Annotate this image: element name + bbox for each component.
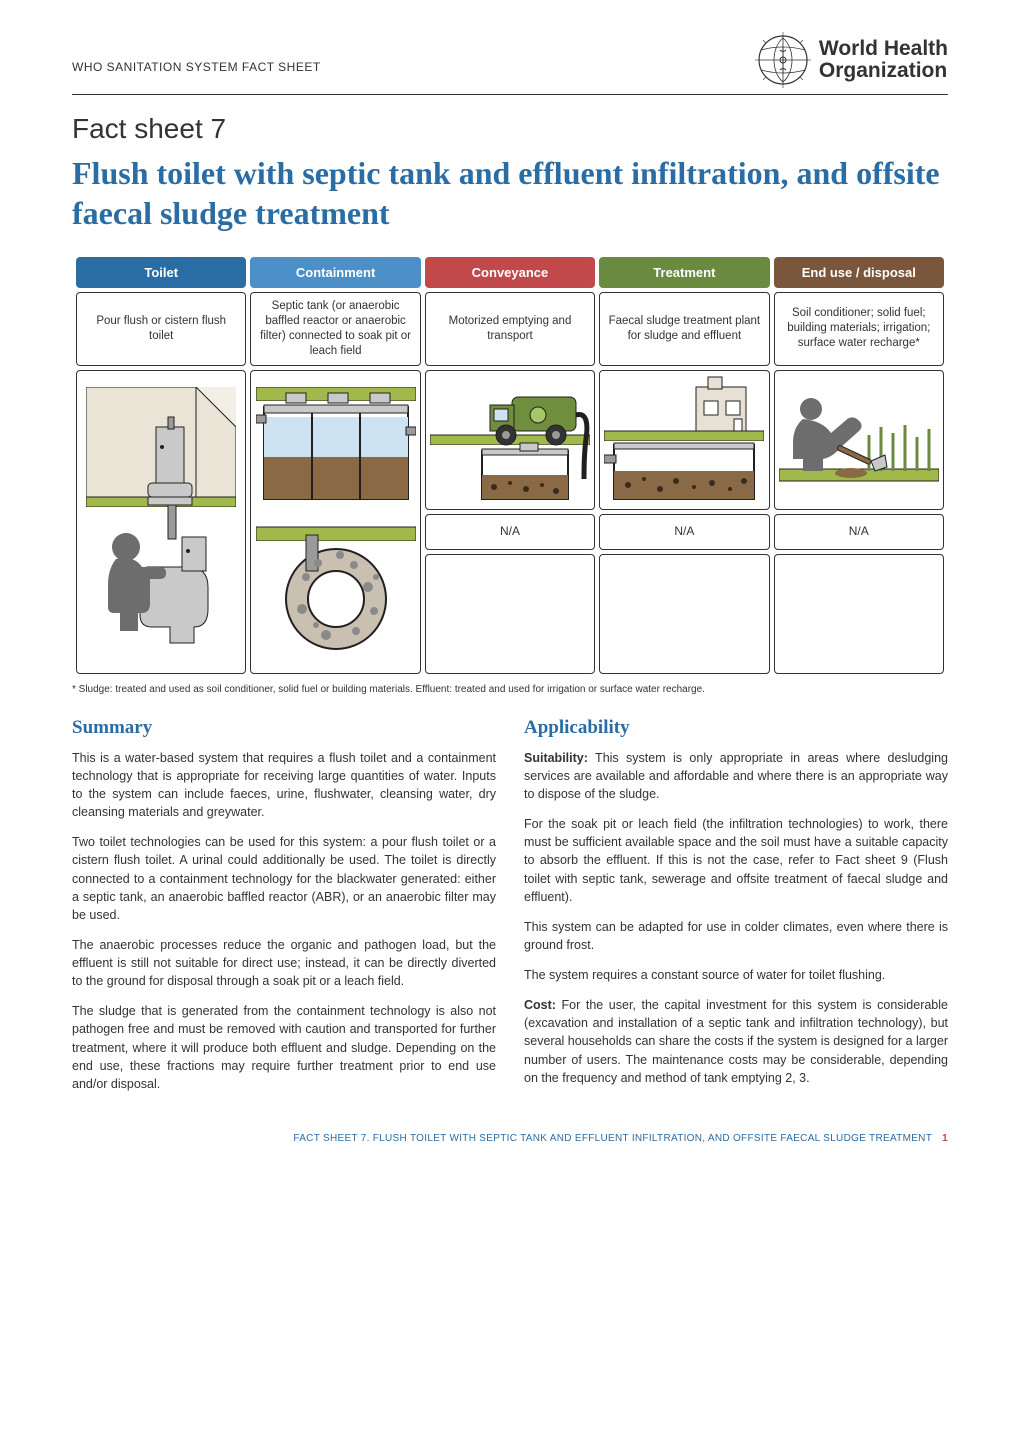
summary-p4: The sludge that is generated from the co… (72, 1002, 496, 1093)
chain-head-treatment: Treatment (599, 257, 769, 288)
who-logo-text: World Health Organization (819, 38, 948, 82)
page-title: Flush toilet with septic tank and efflue… (72, 153, 948, 233)
who-line1: World Health (819, 38, 948, 60)
summary-column: Summary This is a water-based system tha… (72, 717, 496, 1105)
suitability-lead: Suitability: (524, 751, 588, 765)
chain-head-enduse: End use / disposal (774, 257, 944, 288)
table-footnote: * Sludge: treated and used as soil condi… (72, 684, 948, 695)
end-use-icon (779, 375, 939, 505)
chain-desc-treatment: Faecal sludge treatment plant for sludge… (599, 292, 769, 366)
septic-tank-icon (256, 387, 416, 657)
summary-p2: Two toilet technologies can be used for … (72, 833, 496, 924)
who-line2: Organization (819, 60, 948, 82)
footer-text: FACT SHEET 7. FLUSH TOILET WITH SEPTIC T… (293, 1133, 932, 1144)
chain-illus-row1 (76, 370, 944, 510)
illus-conveyance (425, 370, 595, 510)
summary-p3: The anaerobic processes reduce the organ… (72, 936, 496, 990)
na-enduse: N/A (774, 514, 944, 550)
factsheet-number: Fact sheet 7 (72, 113, 948, 145)
header-row: WHO SANITATION SYSTEM FACT SHEET (72, 60, 948, 95)
blank-enduse (774, 554, 944, 674)
chain-head-conveyance: Conveyance (425, 257, 595, 288)
chain-head-containment: Containment (250, 257, 420, 288)
toilet-icon (86, 387, 236, 657)
cost-lead: Cost: (524, 998, 556, 1012)
page: WHO SANITATION SYSTEM FACT SHEET (0, 0, 1020, 1184)
applicability-p5-body: For the user, the capital investment for… (524, 998, 948, 1085)
applicability-p3: This system can be adapted for use in co… (524, 918, 948, 954)
na-conveyance: N/A (425, 514, 595, 550)
who-logo: World Health Organization (755, 32, 948, 88)
applicability-column: Applicability Suitability: This system i… (524, 717, 948, 1105)
summary-p1: This is a water-based system that requir… (72, 749, 496, 822)
blank-treatment (599, 554, 769, 674)
chain-header-row: Toilet Containment Conveyance Treatment … (76, 257, 944, 288)
who-emblem-icon (755, 32, 811, 88)
chain-desc-toilet: Pour flush or cistern flush toilet (76, 292, 246, 366)
chain-head-toilet: Toilet (76, 257, 246, 288)
blank-conveyance (425, 554, 595, 674)
illus-containment (250, 370, 420, 674)
illus-enduse (774, 370, 944, 510)
applicability-p5: Cost: For the user, the capital investme… (524, 996, 948, 1087)
treatment-plant-icon (604, 375, 764, 505)
vacuum-truck-icon (430, 375, 590, 505)
chain-desc-containment: Septic tank (or anaerobic baffled reacto… (250, 292, 420, 366)
sanitation-chain-table: Toilet Containment Conveyance Treatment … (72, 253, 948, 678)
applicability-p1-body: This system is only appropriate in areas… (524, 751, 948, 801)
applicability-p4: The system requires a constant source of… (524, 966, 948, 984)
document-tag: WHO SANITATION SYSTEM FACT SHEET (72, 60, 321, 74)
illus-toilet (76, 370, 246, 674)
page-footer: FACT SHEET 7. FLUSH TOILET WITH SEPTIC T… (72, 1133, 948, 1144)
chain-desc-conveyance: Motorized emptying and transport (425, 292, 595, 366)
na-treatment: N/A (599, 514, 769, 550)
chain-desc-row: Pour flush or cistern flush toilet Septi… (76, 292, 944, 366)
illus-treatment (599, 370, 769, 510)
applicability-heading: Applicability (524, 717, 948, 739)
body-columns: Summary This is a water-based system tha… (72, 717, 948, 1105)
applicability-p1: Suitability: This system is only appropr… (524, 749, 948, 803)
applicability-p2: For the soak pit or leach field (the inf… (524, 815, 948, 906)
footer-page-number: 1 (942, 1133, 948, 1144)
chain-desc-enduse: Soil conditioner; solid fuel; building m… (774, 292, 944, 366)
summary-heading: Summary (72, 717, 496, 739)
